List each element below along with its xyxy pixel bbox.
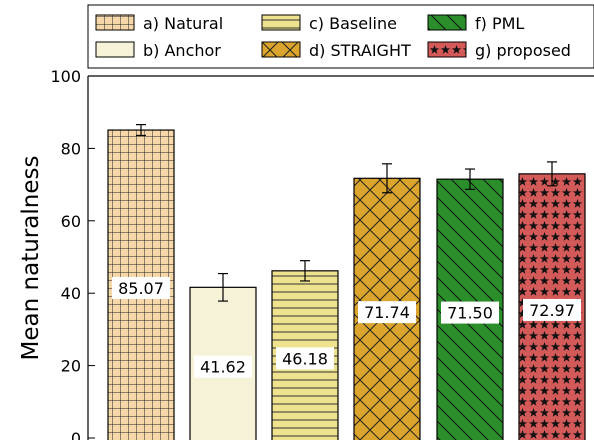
value-labels: 85.07 41.62 46.18 71.74 71.50 72.97 xyxy=(112,277,581,378)
value-label: 71.50 xyxy=(447,304,493,323)
legend-label: d) STRAIGHT xyxy=(309,41,411,60)
legend-swatch xyxy=(427,41,467,58)
legend-swatch xyxy=(261,41,301,58)
value-label-box xyxy=(112,277,170,300)
y-axis-label: Mean naturalness xyxy=(18,156,44,361)
legend-swatch xyxy=(261,14,301,31)
y-tick-label: 40 xyxy=(61,284,81,303)
legend-label: c) Baseline xyxy=(309,14,397,33)
y-ticks: 0 20 40 60 80 100 xyxy=(50,67,95,440)
value-label-box xyxy=(523,298,581,321)
value-label-box xyxy=(358,301,416,324)
value-label: 85.07 xyxy=(118,279,164,298)
legend-label: f) PML xyxy=(475,14,524,33)
y-tick-label: 100 xyxy=(50,67,81,86)
y-tick-label: 80 xyxy=(61,139,81,158)
value-label: 71.74 xyxy=(364,303,410,322)
legend-swatch xyxy=(427,14,467,31)
value-label: 46.18 xyxy=(282,349,328,368)
value-label-box xyxy=(441,301,499,324)
chart-axes xyxy=(87,75,594,440)
legend-label: b) Anchor xyxy=(143,41,221,60)
error-bars xyxy=(136,124,557,302)
y-tick-label: 0 xyxy=(71,429,81,440)
chart-legend: a) Natural c) Baseline f) PML b) Anchor d) S… xyxy=(87,4,594,69)
value-label-box xyxy=(194,355,252,378)
value-label: 41.62 xyxy=(200,358,246,377)
value-label-box xyxy=(276,347,334,370)
legend-label: a) Natural xyxy=(143,14,223,33)
legend-label: g) proposed xyxy=(475,41,571,60)
value-label: 72.97 xyxy=(529,301,575,320)
legend-swatch xyxy=(95,41,135,58)
y-tick-label: 20 xyxy=(61,357,81,376)
bars xyxy=(107,129,586,440)
y-tick-label: 60 xyxy=(61,212,81,231)
legend-swatch xyxy=(95,14,135,31)
